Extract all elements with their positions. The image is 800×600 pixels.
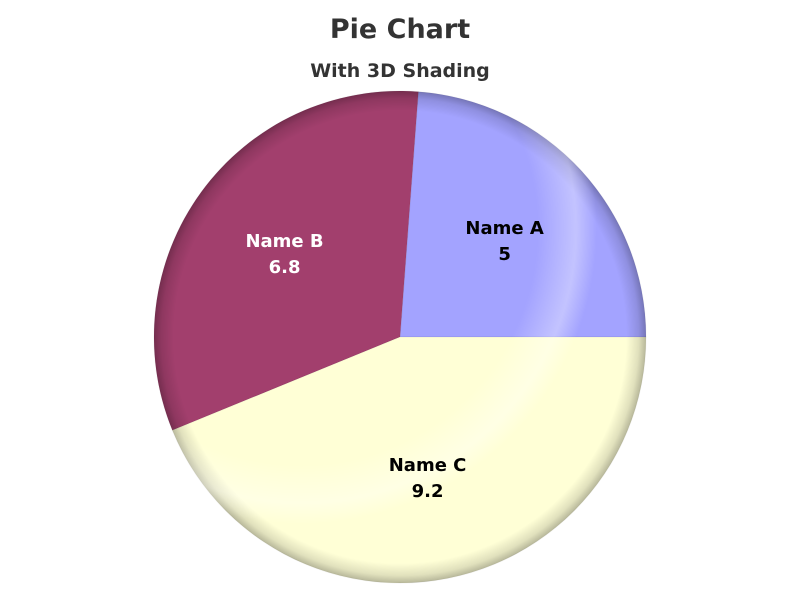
pie-rim-highlight xyxy=(154,91,646,583)
slice-label-value-name-a: 5 xyxy=(498,244,511,265)
slice-label-name-name-c: Name C xyxy=(389,455,467,476)
chart-title: Pie Chart xyxy=(329,14,471,45)
slice-label-name-name-a: Name A xyxy=(465,218,543,239)
chart-subtitle: With 3D Shading xyxy=(310,60,490,82)
slice-label-name-name-b: Name B xyxy=(245,231,323,252)
slice-label-value-name-b: 6.8 xyxy=(269,257,301,278)
slice-label-value-name-c: 9.2 xyxy=(412,481,444,502)
